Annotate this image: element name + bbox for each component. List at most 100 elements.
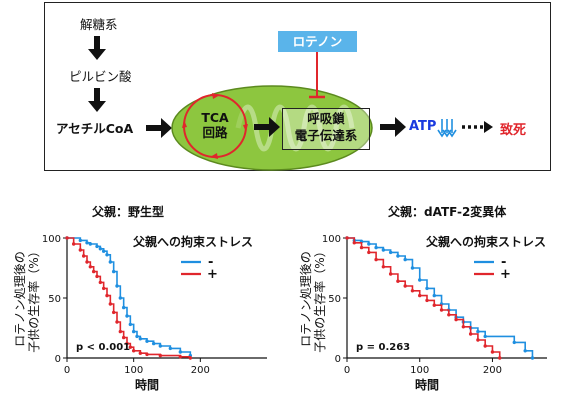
pathway-diagram-frame: [44, 2, 551, 171]
pathway-graphics: [88, 36, 493, 171]
chart2-series-plus-point: [432, 303, 436, 307]
atp-label: ATP: [409, 119, 437, 134]
arrow-etc-to-atp: [380, 117, 406, 137]
chart1-series-plus-point: [91, 269, 96, 274]
dotted-arrow-to-death: [462, 121, 493, 133]
atp-decrease-icon: [437, 119, 457, 138]
chart2-series-plus-line: [347, 237, 501, 358]
chart1-series-plus-point: [71, 242, 76, 246]
chart2-series-plus-point: [454, 317, 458, 322]
chart2-legend-minus-label: -: [501, 255, 506, 270]
chart1-series-minus-point: [131, 329, 136, 334]
chart2-p-value: p = 0.263: [356, 342, 410, 353]
chart1-series-plus-point: [81, 254, 86, 258]
chart1-series-minus-point: [88, 242, 93, 246]
chart1-ytick-label: 100: [42, 234, 61, 245]
chart1-series-minus-point: [138, 337, 143, 341]
arrow-acetylcoa-to-tca: [146, 118, 172, 138]
electron-transport-chain-box: [282, 108, 370, 150]
arrow-pyruvate-to-acetylcoa: [88, 88, 106, 112]
rotenone-inhibition-line: [309, 52, 325, 99]
chart2-series-minus-point: [418, 278, 422, 282]
chart1-series-plus-line: [67, 237, 192, 358]
chart1-series-minus-point: [128, 322, 133, 327]
chart1-series-minus-point: [158, 344, 163, 348]
death-label: 致死: [500, 123, 527, 138]
chart2-series-plus-point: [388, 272, 393, 276]
chart1-series-minus-point: [85, 241, 89, 245]
chart1-series-plus-point: [121, 335, 126, 340]
chart1-xlabel: 時間: [135, 377, 159, 392]
chart1-series-plus-point: [78, 248, 83, 252]
chart1-series-minus-point: [118, 296, 123, 300]
chart1-series-plus-point: [85, 260, 89, 264]
chart1-series-plus-point: [128, 345, 133, 349]
chart2-series-minus-point: [530, 356, 535, 360]
chart1-series-plus-point: [88, 265, 93, 269]
chart1-xtick-label: 200: [191, 365, 210, 376]
chart2-legend-title: 父親への拘束ストレス: [425, 234, 546, 249]
chart2-series-plus-point: [374, 257, 378, 262]
chart1-series-minus-point: [168, 346, 173, 351]
chart2-series-minus-point: [476, 329, 480, 334]
chart2-series-minus-point: [432, 293, 436, 298]
chart1-xtick-label: 0: [64, 365, 70, 376]
chart2-series-plus-point: [468, 332, 473, 336]
chart1-title: 父親：野生型: [92, 205, 165, 219]
chart1-series-plus-point: [111, 310, 116, 315]
chart2-ytick-label: 100: [322, 234, 341, 245]
chart2-series-plus-point: [447, 313, 451, 317]
chart2-xtick-label: 200: [483, 365, 502, 376]
chart1-series-minus-point: [121, 305, 126, 310]
chart1-series-minus-point: [115, 284, 119, 288]
chart1-series-plus-point: [105, 293, 109, 298]
chart2-series-minus-point: [374, 245, 378, 250]
chart2-series-plus-point: [476, 338, 480, 342]
chart2-ytick-label: 0: [335, 354, 341, 365]
chart2-series-plus-point: [352, 241, 356, 245]
chart1-legend-plus-label: +: [207, 267, 218, 282]
chart2-series-plus-point: [367, 250, 371, 255]
chart1-series-minus-point: [78, 238, 83, 243]
chart1-series-plus-point: [188, 356, 193, 360]
chart2-series-plus-point: [359, 245, 364, 250]
chart1-survival-plot: 0 50 100 0 100 200 時間 父親への拘束ストレス -+ p < 0.001: [42, 234, 267, 392]
chart1-series-plus-point: [65, 236, 69, 240]
chart2-series-minus-point: [425, 286, 429, 291]
tca-label-line1: TCA: [201, 110, 229, 125]
etc-label-line1: 呼吸鎖: [307, 111, 345, 126]
chart1-series-plus-point: [145, 352, 149, 357]
chart2-series-minus-point: [410, 266, 415, 270]
chart2-series-minus-point: [381, 248, 386, 252]
chart2-series-plus-point: [498, 356, 502, 360]
chart1-series-plus-point: [178, 355, 183, 359]
chart1-series-minus-point: [125, 314, 129, 318]
chart2-series-plus-point: [418, 293, 422, 298]
chart1-series-minus-point: [108, 260, 113, 264]
chart2-series-plus-point: [410, 289, 415, 293]
chart1-legend-title: 父親への拘束ストレス: [132, 234, 253, 249]
arrow-tca-to-etc: [254, 117, 280, 137]
chart1-xtick-label: 100: [124, 365, 143, 376]
chart1-series-minus-point: [101, 249, 106, 253]
chart2-series-plus-point: [403, 284, 407, 288]
chart2-ytick-label: 50: [328, 294, 341, 305]
chart1-series-plus-point: [101, 286, 106, 291]
pyruvate-label: ピルビン酸: [69, 69, 132, 84]
chart2-series-plus-point: [345, 236, 349, 240]
chart2-series-minus-point: [523, 349, 527, 353]
chart1-series-plus-point: [98, 280, 103, 285]
chart2-series-minus-point: [512, 340, 516, 345]
chart2-series-minus-point: [403, 257, 407, 262]
glycolysis-label: 解糖系: [80, 17, 118, 32]
tca-label-line2: 回路: [202, 125, 228, 140]
chart2-series-minus-point: [367, 242, 371, 246]
chart2-series-minus-point: [396, 254, 400, 258]
chart1-ytick-label: 50: [48, 294, 61, 305]
chart2-series-plus-point: [439, 308, 444, 312]
chart1-series-plus-point: [118, 329, 123, 334]
chart2-title: 父親：dATF-2変異体: [388, 205, 507, 219]
chart1-series-plus-point: [138, 351, 143, 355]
arrow-glycolysis-to-pyruvate: [88, 36, 106, 60]
chart2-series-plus-point: [381, 265, 386, 269]
